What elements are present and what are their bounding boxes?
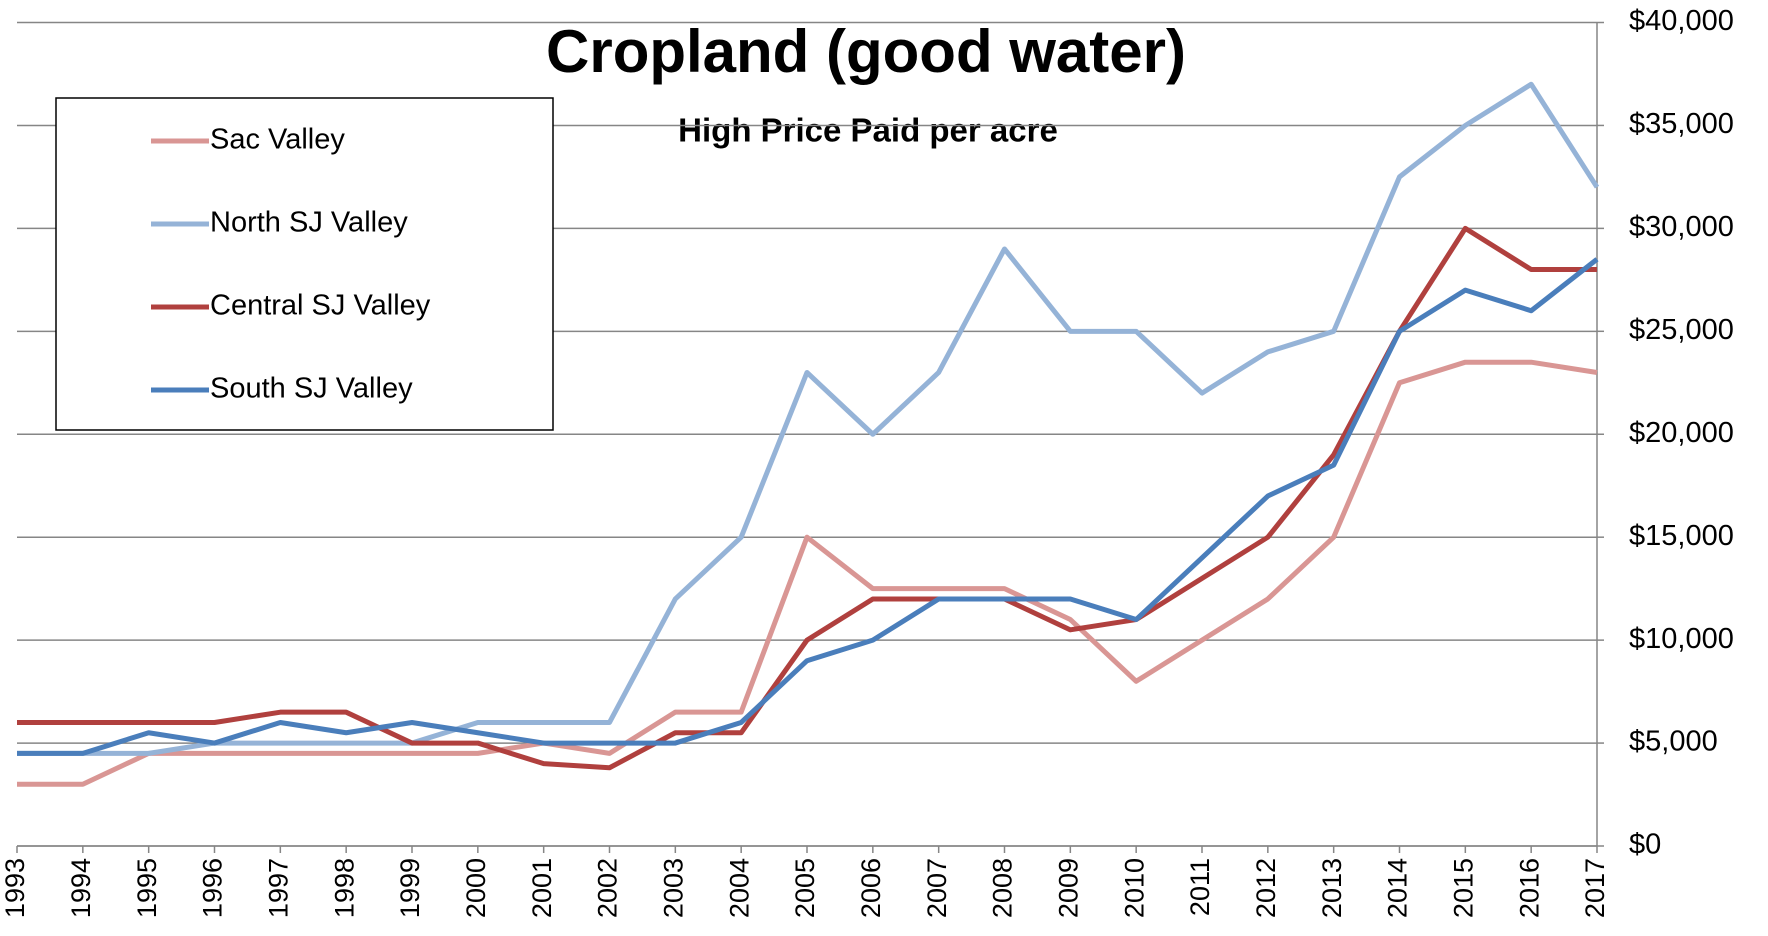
series-line bbox=[17, 359, 1598, 787]
x-tick-label: 1998 bbox=[329, 858, 359, 918]
legend-label: South SJ Valley bbox=[210, 373, 413, 405]
y-tick-label: $20,000 bbox=[1629, 417, 1734, 449]
x-tick-label: 2003 bbox=[658, 858, 688, 918]
y-tick-label: $25,000 bbox=[1629, 314, 1734, 346]
x-tick-label: 2010 bbox=[1119, 858, 1149, 918]
x-tick-label: 2008 bbox=[988, 858, 1018, 918]
x-tick-label: 1994 bbox=[66, 858, 96, 918]
legend-label: Sac Valley bbox=[210, 124, 345, 156]
x-tick-label: 2001 bbox=[527, 858, 557, 918]
y-tick-label: $10,000 bbox=[1629, 623, 1734, 655]
x-tick-label: 2009 bbox=[1053, 858, 1083, 918]
series-line bbox=[17, 257, 1599, 756]
x-tick-label: 2004 bbox=[724, 858, 754, 918]
legend-label: North SJ Valley bbox=[210, 207, 408, 239]
x-tick-label: 2015 bbox=[1448, 858, 1478, 918]
y-tick-label: $15,000 bbox=[1629, 520, 1734, 552]
x-tick-label: 1993 bbox=[0, 858, 30, 918]
x-tick-label: 2013 bbox=[1317, 858, 1347, 918]
legend: Sac Valley North SJ Valley Central SJ Vall… bbox=[55, 97, 554, 431]
x-tick-label: 2012 bbox=[1251, 858, 1281, 918]
series-line bbox=[17, 81, 1600, 756]
x-tick-label: 2000 bbox=[461, 858, 491, 918]
x-tick-label: 1995 bbox=[132, 858, 162, 918]
x-tick-label: 2011 bbox=[1185, 858, 1215, 916]
y-tick-label: $40,000 bbox=[1629, 5, 1734, 37]
series-line bbox=[17, 225, 1597, 771]
x-tick-label: 2006 bbox=[856, 858, 886, 918]
chart-title: Cropland (good water) bbox=[546, 18, 1186, 85]
x-tick-label: 1997 bbox=[263, 858, 293, 918]
x-tick-label: 2016 bbox=[1514, 858, 1544, 918]
x-tick-label: 2007 bbox=[922, 858, 952, 918]
x-tick-label: 2017 bbox=[1580, 858, 1610, 918]
chart-subtitle: High Price Paid per acre bbox=[678, 112, 1058, 149]
y-tick-label: $30,000 bbox=[1629, 211, 1734, 243]
x-tick-label: 1999 bbox=[395, 858, 425, 918]
legend-box bbox=[55, 97, 554, 431]
x-tick-label: 1996 bbox=[198, 858, 228, 918]
y-tick-label: $5,000 bbox=[1629, 726, 1718, 758]
x-tick-label: 2014 bbox=[1383, 858, 1413, 918]
y-tick-label: $35,000 bbox=[1629, 108, 1734, 140]
x-tick-label: 2005 bbox=[790, 858, 820, 918]
y-tick-label: $0 bbox=[1629, 829, 1661, 861]
legend-label: Central SJ Valley bbox=[210, 290, 431, 322]
x-tick-label: 2002 bbox=[593, 858, 623, 918]
